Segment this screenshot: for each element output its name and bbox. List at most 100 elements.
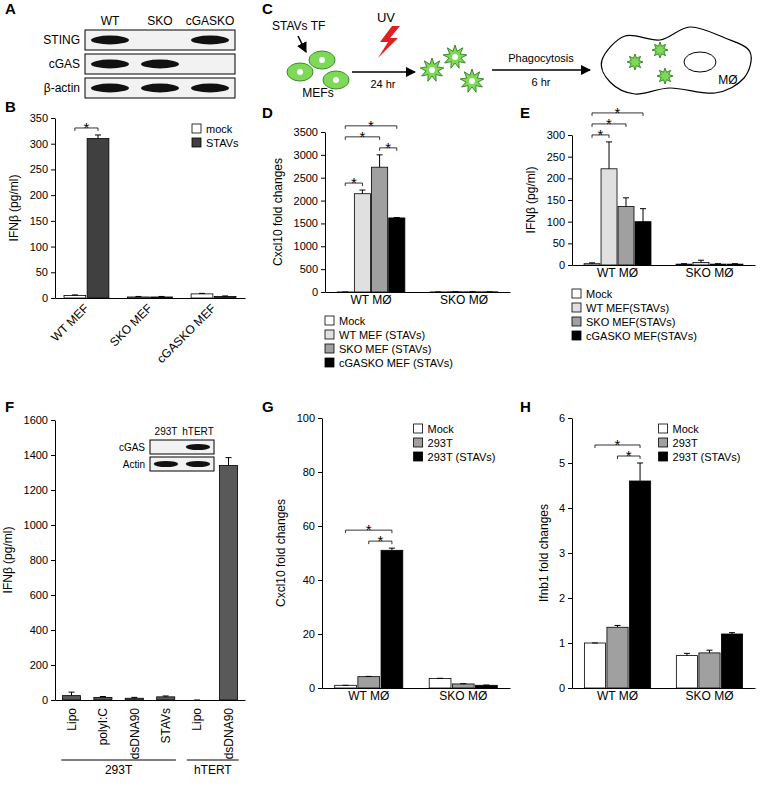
y-tick: 150 <box>30 215 55 227</box>
error-bar <box>226 458 232 466</box>
blot-band <box>186 444 210 450</box>
y-tick-label: 3500 <box>294 126 318 138</box>
significance-label: * <box>351 174 357 191</box>
bar <box>601 169 617 265</box>
x-tick: dsDNA90 <box>222 708 236 760</box>
bar <box>191 294 213 298</box>
significance-label: * <box>368 117 374 134</box>
blot-band <box>186 461 210 467</box>
x-axis: WT MØSKO MØ <box>573 689 756 703</box>
y-tick-mark <box>321 155 325 156</box>
y-tick-mark <box>51 118 55 119</box>
y-tick: 2 <box>559 592 572 604</box>
bar <box>62 696 80 700</box>
x-tick-label: SKO MEF <box>107 301 155 349</box>
y-tick: 2500 <box>294 172 325 184</box>
legend-label: SKO MEF(STAVs) <box>586 316 675 328</box>
y-tick-label: 0 <box>559 682 565 694</box>
significance-label: * <box>84 119 90 136</box>
y-tick: 80 <box>303 466 322 478</box>
blot-row-label: STING <box>43 33 80 47</box>
y-tick-mark <box>321 292 325 293</box>
x-axis-line <box>56 700 246 701</box>
y-tick-mark <box>51 272 55 273</box>
y-tick-label: 50 <box>36 266 48 278</box>
legend-swatch <box>414 438 423 447</box>
legend-swatch <box>572 317 581 326</box>
legend-label: mock <box>206 123 233 135</box>
error-bar <box>460 683 466 684</box>
y-axis: 050100150200250300 <box>547 129 573 271</box>
significance-label: * <box>626 447 632 464</box>
y-tick-label: 800 <box>30 554 48 566</box>
legend-label: 293T <box>428 437 453 449</box>
y-tick-label: 3 <box>559 547 565 559</box>
cell <box>309 51 335 69</box>
bar <box>381 550 403 688</box>
engulfed-cell <box>627 54 643 70</box>
y-tick: 200 <box>547 172 572 184</box>
bar <box>151 297 173 298</box>
x-tick-label: polyI:C <box>96 708 110 746</box>
x-tick-label: dsDNA90 <box>222 708 236 760</box>
bar <box>584 643 605 688</box>
y-tick-label: 1200 <box>24 484 48 496</box>
y-tick-mark <box>568 463 572 464</box>
y-tick-mark <box>318 472 322 473</box>
error-bar <box>615 625 621 627</box>
legend-swatch <box>414 424 423 433</box>
y-axis: 0123456 <box>559 412 573 694</box>
y-tick-mark <box>51 525 55 526</box>
y-tick-label: 4 <box>559 502 565 514</box>
y-tick-label: 0 <box>309 682 315 694</box>
y-tick-label: 500 <box>300 263 318 275</box>
significance-label: * <box>360 128 366 145</box>
error-bar <box>684 653 690 655</box>
y-tick: 1000 <box>294 240 325 252</box>
error-bar <box>72 294 78 296</box>
bar <box>188 700 206 701</box>
error-bar <box>194 700 200 701</box>
y-tick: 100 <box>30 241 55 253</box>
legend-label: SKO MEF (STAVs) <box>339 343 432 355</box>
y-tick: 150 <box>547 194 572 206</box>
y-axis-line <box>322 419 323 689</box>
blot-band <box>154 461 178 467</box>
dying-cell <box>443 45 467 68</box>
group-label: hTERT <box>194 763 232 777</box>
plot-area <box>584 142 743 265</box>
macrophage <box>601 27 751 94</box>
blot-column-label: hTERT <box>182 426 214 437</box>
bar <box>94 697 112 700</box>
y-tick-label: 1500 <box>294 217 318 229</box>
y-tick-label: 2 <box>559 592 565 604</box>
y-axis: 0500100015002000250030003500 <box>294 126 326 298</box>
y-axis: 02004006008001000120014001600 <box>24 414 56 706</box>
y-tick: 3 <box>559 547 572 559</box>
y-tick: 4 <box>559 502 572 514</box>
error-bar <box>732 263 738 264</box>
significance-label: * <box>366 521 372 538</box>
blot-band <box>91 36 129 45</box>
y-tick: 40 <box>303 574 322 586</box>
blot-frame <box>85 30 235 50</box>
y-tick-label: 20 <box>303 628 315 640</box>
y-tick: 5 <box>559 457 572 469</box>
arrow <box>492 69 590 71</box>
x-tick: WT MEF <box>48 301 91 344</box>
error-bar <box>135 296 141 298</box>
x-tick: WT MØ <box>597 689 638 703</box>
y-tick-label: 0 <box>42 292 48 304</box>
y-tick-mark <box>568 598 572 599</box>
cell-nucleus <box>319 57 325 63</box>
legend-swatch <box>572 289 581 298</box>
diagram-label: 6 hr <box>532 76 551 88</box>
blot-column-label: cGASKO <box>186 14 235 28</box>
y-tick-label: 250 <box>30 163 48 175</box>
y-tick: 20 <box>303 628 322 640</box>
y-tick: 250 <box>30 163 55 175</box>
chart: 0123456Ifnb1 fold changesWT MØSKO MØMock… <box>537 412 756 703</box>
x-tick-label: WT MØ <box>597 689 638 703</box>
panel-label: F <box>5 398 14 415</box>
y-tick-mark <box>318 580 322 581</box>
